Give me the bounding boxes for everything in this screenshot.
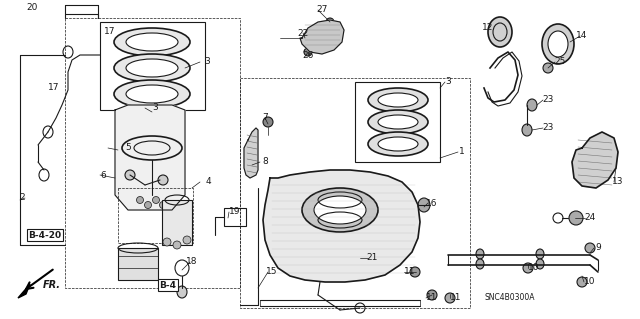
Ellipse shape (177, 286, 187, 298)
Ellipse shape (536, 249, 544, 259)
Text: 23: 23 (542, 123, 554, 132)
Text: 17: 17 (104, 27, 116, 36)
Bar (162, 200, 192, 245)
Text: 17: 17 (48, 84, 60, 93)
Ellipse shape (569, 211, 583, 225)
Ellipse shape (527, 99, 537, 111)
Text: 18: 18 (186, 257, 198, 266)
Text: 16: 16 (426, 198, 438, 207)
Text: 19: 19 (229, 207, 241, 217)
Ellipse shape (542, 24, 574, 64)
Ellipse shape (114, 80, 190, 108)
Text: 1: 1 (459, 147, 465, 157)
Bar (224, 208, 246, 226)
Ellipse shape (183, 236, 191, 244)
Text: 2: 2 (19, 194, 25, 203)
Text: 24: 24 (584, 213, 596, 222)
Ellipse shape (488, 17, 512, 47)
Bar (100, 22, 205, 110)
Text: 13: 13 (612, 177, 624, 187)
Ellipse shape (522, 124, 532, 136)
Bar (355, 82, 440, 162)
Text: 20: 20 (26, 4, 38, 12)
Polygon shape (115, 105, 185, 210)
Polygon shape (18, 284, 30, 298)
Ellipse shape (378, 93, 418, 107)
Text: 3: 3 (445, 78, 451, 86)
Ellipse shape (548, 31, 568, 57)
Text: 9: 9 (595, 243, 601, 253)
Text: 12: 12 (483, 24, 493, 33)
Text: 4: 4 (205, 177, 211, 187)
Ellipse shape (126, 59, 178, 77)
Text: 6: 6 (100, 170, 106, 180)
Ellipse shape (125, 170, 135, 180)
Ellipse shape (173, 241, 181, 249)
Text: 11: 11 (426, 293, 438, 302)
Ellipse shape (145, 202, 152, 209)
Ellipse shape (326, 18, 334, 26)
Ellipse shape (114, 54, 190, 82)
Text: B-4-20: B-4-20 (28, 231, 61, 240)
Ellipse shape (378, 137, 418, 151)
Ellipse shape (302, 188, 378, 232)
Ellipse shape (114, 28, 190, 56)
Ellipse shape (126, 85, 178, 103)
Text: 3: 3 (152, 103, 158, 113)
Bar (118, 248, 158, 280)
Ellipse shape (152, 197, 159, 204)
Text: 22: 22 (298, 28, 308, 38)
Ellipse shape (163, 238, 171, 246)
Ellipse shape (263, 117, 273, 127)
Ellipse shape (476, 259, 484, 269)
Ellipse shape (378, 115, 418, 129)
Ellipse shape (418, 198, 430, 212)
Text: 27: 27 (316, 5, 328, 14)
Text: FR.: FR. (43, 280, 61, 290)
Text: 25: 25 (554, 57, 566, 66)
Text: 5: 5 (125, 144, 131, 152)
Text: 26: 26 (302, 50, 314, 60)
Text: 3: 3 (204, 57, 210, 66)
Text: 10: 10 (584, 278, 596, 286)
Text: 23: 23 (542, 95, 554, 105)
Text: 14: 14 (576, 32, 588, 41)
Ellipse shape (368, 132, 428, 156)
Ellipse shape (536, 259, 544, 269)
Ellipse shape (304, 48, 312, 56)
Ellipse shape (368, 110, 428, 134)
Text: 21: 21 (366, 254, 378, 263)
Text: 7: 7 (262, 114, 268, 122)
Ellipse shape (543, 63, 553, 73)
Ellipse shape (577, 277, 587, 287)
Ellipse shape (585, 243, 595, 253)
Text: 11: 11 (404, 268, 416, 277)
Ellipse shape (410, 267, 420, 277)
Ellipse shape (126, 33, 178, 51)
Ellipse shape (159, 202, 166, 209)
Ellipse shape (158, 175, 168, 185)
Text: 8: 8 (262, 158, 268, 167)
Polygon shape (244, 128, 258, 178)
Ellipse shape (523, 263, 533, 273)
Text: SNC4B0300A: SNC4B0300A (484, 293, 535, 302)
Polygon shape (300, 20, 344, 54)
Polygon shape (263, 170, 420, 282)
Ellipse shape (314, 196, 366, 224)
Ellipse shape (136, 197, 143, 204)
Bar (118, 188, 193, 243)
Ellipse shape (445, 293, 455, 303)
Text: 15: 15 (266, 268, 278, 277)
Ellipse shape (476, 249, 484, 259)
Ellipse shape (427, 290, 437, 300)
Bar (65, 18, 240, 288)
Polygon shape (572, 132, 618, 188)
Text: B-4: B-4 (159, 280, 177, 290)
Text: 11: 11 (451, 293, 461, 302)
Ellipse shape (368, 88, 428, 112)
Bar (240, 78, 470, 308)
Text: 10: 10 (528, 263, 540, 272)
